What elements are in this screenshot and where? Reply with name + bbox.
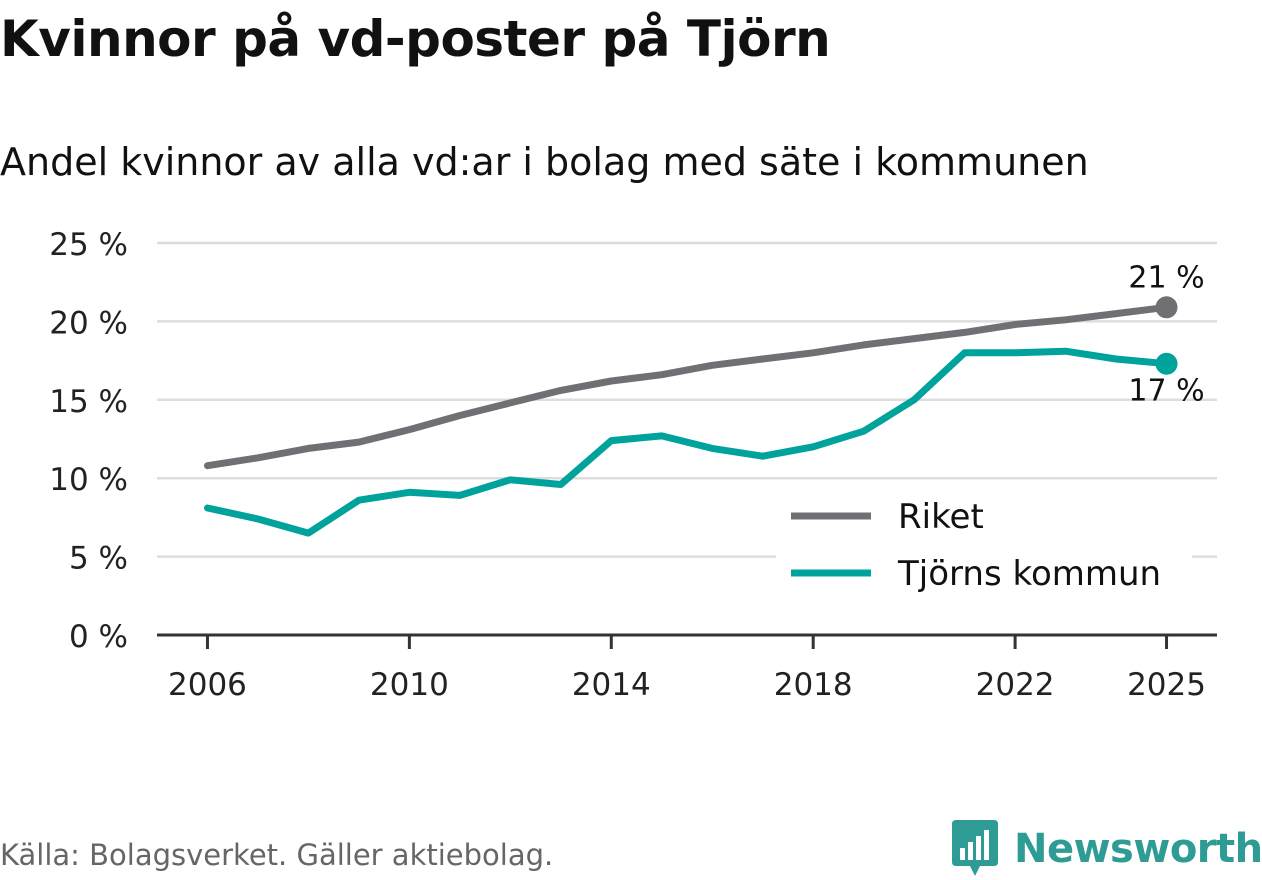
x-tick-label: 2006	[168, 667, 247, 703]
end-label-riket: 21 %	[1128, 260, 1204, 295]
y-tick-label: 5 %	[69, 541, 128, 577]
x-axis-ticks: 2006 2010 2014 2018 2022 2025	[168, 635, 1206, 703]
y-axis-ticks: 0 % 5 % 10 % 15 % 20 % 25 %	[49, 227, 128, 655]
y-tick-label: 15 %	[49, 384, 128, 420]
chart-subtitle: Andel kvinnor av alla vd:ar i bolag med …	[0, 140, 1089, 184]
legend-label: Tjörns kommun	[897, 554, 1161, 594]
series-line-riket	[204, 303, 1170, 470]
legend: Riket Tjörns kommun	[776, 488, 1192, 603]
chart-title: Kvinnor på vd-poster på Tjörn	[0, 10, 831, 68]
series-line-tjorn	[204, 347, 1170, 537]
end-point-tjorn	[1155, 352, 1178, 375]
x-tick-label: 2010	[370, 667, 449, 703]
brand-logo: Newsworthy	[950, 818, 1262, 880]
y-tick-label: 10 %	[49, 462, 128, 498]
source-note: Källa: Bolagsverket. Gäller aktiebolag.	[0, 838, 554, 872]
series-group: 21 % 17 %	[204, 260, 1205, 537]
x-tick-label: 2025	[1127, 667, 1206, 703]
x-tick-label: 2018	[774, 667, 853, 703]
x-tick-label: 2022	[976, 667, 1055, 703]
legend-background	[776, 488, 1192, 603]
end-label-tjorn: 17 %	[1128, 374, 1204, 409]
y-tick-label: 0 %	[69, 619, 128, 655]
newsworthy-logo-icon	[952, 820, 998, 876]
x-tick-label: 2014	[572, 667, 651, 703]
y-tick-label: 25 %	[49, 227, 128, 263]
brand-name: Newsworthy	[1014, 826, 1262, 872]
legend-label: Riket	[898, 497, 984, 537]
gridlines	[157, 241, 1217, 637]
y-tick-label: 20 %	[49, 305, 128, 341]
end-point-riket	[1155, 296, 1178, 319]
